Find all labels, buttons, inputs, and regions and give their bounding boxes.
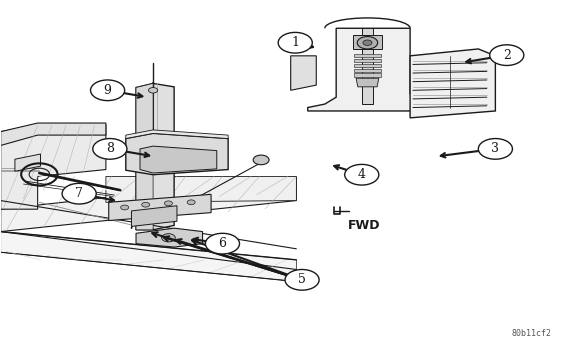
Polygon shape	[109, 194, 211, 220]
Polygon shape	[1, 176, 296, 231]
Circle shape	[205, 233, 239, 254]
Polygon shape	[136, 228, 202, 247]
Polygon shape	[126, 130, 228, 138]
Circle shape	[357, 37, 378, 49]
Circle shape	[187, 200, 195, 205]
Circle shape	[278, 33, 312, 53]
Text: 7: 7	[75, 187, 83, 200]
Text: 6: 6	[218, 237, 226, 250]
Circle shape	[142, 202, 150, 207]
Circle shape	[345, 164, 379, 185]
Polygon shape	[106, 176, 296, 202]
Polygon shape	[355, 73, 381, 76]
Polygon shape	[362, 28, 373, 104]
Polygon shape	[1, 231, 296, 282]
Polygon shape	[132, 206, 177, 226]
Circle shape	[478, 138, 512, 159]
Circle shape	[253, 155, 269, 165]
Polygon shape	[15, 154, 40, 171]
Polygon shape	[136, 83, 174, 230]
Polygon shape	[140, 146, 217, 173]
Polygon shape	[355, 54, 381, 57]
Text: 9: 9	[104, 84, 112, 97]
Polygon shape	[355, 59, 381, 62]
Circle shape	[62, 183, 96, 204]
Polygon shape	[353, 35, 382, 49]
Circle shape	[149, 88, 158, 93]
Text: 80b11cf2: 80b11cf2	[511, 329, 551, 338]
Text: 8: 8	[106, 142, 114, 155]
Polygon shape	[1, 123, 106, 145]
Polygon shape	[126, 133, 228, 175]
Text: 5: 5	[298, 273, 306, 286]
Circle shape	[363, 40, 372, 45]
Text: FWD: FWD	[348, 219, 381, 232]
Circle shape	[162, 234, 175, 242]
Circle shape	[121, 205, 129, 210]
Polygon shape	[308, 28, 433, 111]
Circle shape	[490, 45, 524, 65]
Circle shape	[91, 80, 125, 101]
Polygon shape	[1, 125, 106, 209]
Polygon shape	[356, 78, 379, 87]
Circle shape	[93, 138, 127, 159]
Circle shape	[285, 270, 319, 290]
Circle shape	[165, 201, 172, 206]
Polygon shape	[291, 56, 316, 90]
Polygon shape	[355, 69, 381, 72]
Polygon shape	[410, 49, 495, 118]
Polygon shape	[136, 83, 153, 230]
Text: 1: 1	[291, 36, 299, 49]
Text: 4: 4	[358, 168, 366, 181]
Text: 3: 3	[491, 142, 499, 155]
Text: 2: 2	[503, 49, 511, 62]
Polygon shape	[355, 64, 381, 67]
